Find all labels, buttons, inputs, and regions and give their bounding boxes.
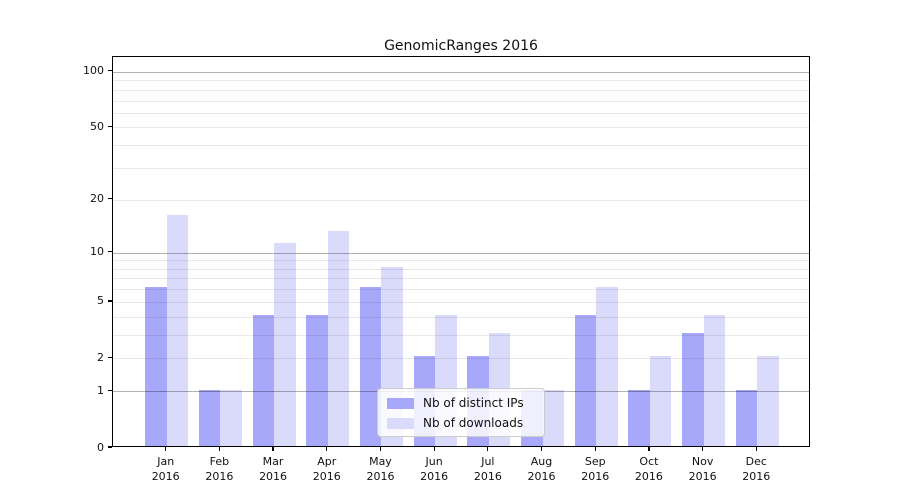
- x-tick-jan: [165, 447, 167, 451]
- y-tick-label-20: 20: [90, 192, 104, 206]
- bar-nb-of-downloads-mar: [274, 243, 296, 446]
- gridline-major-100: [113, 71, 809, 73]
- x-tick-aug: [540, 447, 543, 451]
- gridline-minor-9: [113, 260, 809, 262]
- x-tick-label-jun: Jun 2016: [420, 455, 449, 483]
- bar-nb-of-distinct-ips-oct: [628, 389, 650, 446]
- bar-nb-of-downloads-feb: [220, 389, 242, 446]
- x-tick-label-mar: Mar 2016: [259, 455, 288, 483]
- legend-label-distinct-ips: Nb of distinct IPs: [423, 396, 524, 410]
- gridline-minor-8: [113, 268, 809, 270]
- gridline-minor-80: [113, 89, 809, 91]
- bar-nb-of-downloads-apr: [327, 230, 350, 446]
- bar-nb-of-distinct-ips-jan: [145, 287, 167, 446]
- y-tick-label-5: 5: [97, 294, 104, 308]
- bar-nb-of-distinct-ips-sep: [574, 314, 597, 446]
- x-tick-label-dec: Dec 2016: [742, 455, 771, 483]
- y-tick-label-100: 100: [83, 64, 104, 78]
- gridline-minor-3: [113, 334, 809, 336]
- bar-nb-of-distinct-ips-feb: [198, 389, 221, 446]
- gridline-major-10: [113, 252, 809, 254]
- bar-nb-of-downloads-jan: [166, 215, 189, 446]
- bar-nb-of-downloads-dec: [757, 356, 779, 446]
- y-tick-1: [108, 389, 112, 392]
- y-tick-100: [108, 70, 112, 72]
- bar-nb-of-distinct-ips-apr: [306, 314, 328, 446]
- x-tick-label-aug: Aug 2016: [527, 455, 556, 483]
- gridline-minor-4: [113, 316, 809, 318]
- x-tick-label-oct: Oct 2016: [634, 455, 663, 483]
- x-tick-may: [379, 447, 382, 451]
- bar-nb-of-distinct-ips-nov: [682, 333, 704, 446]
- x-tick-oct: [648, 447, 650, 451]
- legend-item-downloads: Nb of downloads: [387, 416, 535, 430]
- bar-nb-of-downloads-sep: [596, 287, 618, 446]
- y-tick-label-10: 10: [90, 245, 104, 259]
- bar-nb-of-distinct-ips-may: [359, 287, 382, 446]
- plot-area: [112, 56, 810, 447]
- x-tick-label-jul: Jul 2016: [473, 455, 502, 483]
- gridline-minor-6: [113, 289, 809, 291]
- x-tick-sep: [594, 447, 596, 451]
- gridline-minor-30: [113, 168, 809, 170]
- gridline-minor-7: [113, 278, 809, 280]
- gridline-minor-50: [113, 127, 809, 129]
- x-tick-label-jan: Jan 2016: [151, 455, 180, 483]
- gridline-minor-70: [113, 100, 809, 102]
- x-tick-label-apr: Apr 2016: [312, 455, 341, 483]
- x-tick-label-feb: Feb 2016: [205, 455, 234, 483]
- x-tick-dec: [755, 447, 757, 451]
- bar-nb-of-downloads-aug: [542, 389, 565, 446]
- y-tick-5: [108, 300, 112, 302]
- bar-nb-of-distinct-ips-mar: [252, 314, 275, 446]
- gridline-minor-90: [113, 80, 809, 82]
- bar-nb-of-distinct-ips-dec: [735, 389, 758, 446]
- legend: Nb of distinct IPs Nb of downloads: [377, 388, 545, 437]
- x-tick-feb: [218, 447, 220, 451]
- y-tick-10: [108, 250, 112, 253]
- x-tick-label-may: May 2016: [366, 455, 395, 483]
- y-tick-50: [108, 125, 112, 128]
- x-tick-mar: [272, 447, 274, 451]
- gridline-minor-2: [113, 358, 809, 360]
- bar-nb-of-downloads-oct: [649, 356, 672, 446]
- y-tick-label-50: 50: [90, 119, 104, 133]
- x-tick-label-sep: Sep 2016: [581, 455, 610, 483]
- legend-label-downloads: Nb of downloads: [423, 416, 524, 430]
- gridline-minor-20: [113, 199, 809, 201]
- gridline-minor-60: [113, 112, 809, 114]
- legend-item-distinct-ips: Nb of distinct IPs: [387, 396, 535, 410]
- legend-swatch-distinct-ips: [387, 397, 414, 409]
- y-tick-label-1: 1: [97, 383, 104, 397]
- gridline-minor-5: [113, 301, 809, 303]
- x-tick-nov: [702, 447, 704, 451]
- y-tick-0: [108, 446, 112, 448]
- x-tick-label-nov: Nov 2016: [688, 455, 717, 483]
- y-tick-20: [108, 198, 112, 200]
- x-tick-jun: [433, 447, 435, 451]
- legend-swatch-downloads: [387, 417, 414, 429]
- chart-title: GenomicRanges 2016: [384, 38, 538, 54]
- y-tick-label-0: 0: [97, 440, 104, 454]
- y-tick-label-2: 2: [97, 350, 104, 364]
- x-tick-jul: [487, 447, 489, 451]
- x-tick-apr: [326, 447, 328, 451]
- y-tick-2: [108, 356, 112, 359]
- bar-nb-of-downloads-nov: [703, 314, 726, 446]
- gridline-minor-40: [113, 145, 809, 147]
